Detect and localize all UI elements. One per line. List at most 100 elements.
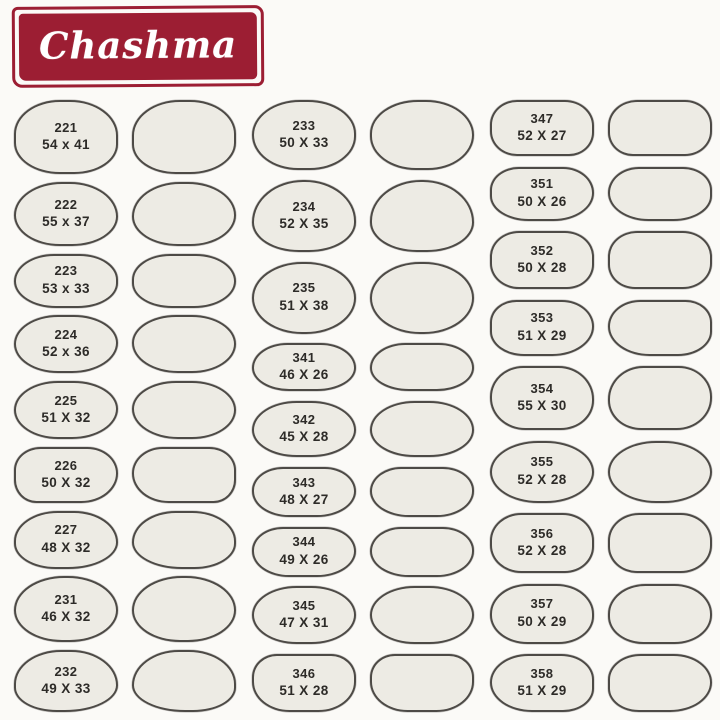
lens-model-number: 227: [54, 522, 78, 538]
lens-354-labeled: 354 55 X 30: [490, 366, 594, 430]
lens-352-labeled: 352 50 X 28: [490, 231, 594, 289]
lens-231-labeled: 231 46 X 32: [14, 576, 118, 643]
lens-model-number: 221: [54, 119, 78, 135]
lens-pair-341: 341 46 X 26: [252, 343, 474, 392]
lens-225-labeled: 225 51 X 32: [14, 381, 118, 439]
lens-353-labeled: 353 51 X 29: [490, 299, 594, 356]
lens-dimensions: 53 x 33: [42, 280, 90, 296]
lens-235-labeled: 235 51 X 38: [252, 261, 356, 334]
lens-model-number: 345: [292, 598, 316, 614]
lens-model-number: 342: [292, 411, 316, 427]
brand-logo: Chashma: [18, 12, 258, 81]
lens-pair-358: 358 51 X 29: [490, 654, 712, 712]
lens-model-number: 358: [530, 665, 554, 681]
lens-model-number: 357: [530, 596, 554, 612]
lens-356-blank: [608, 513, 712, 573]
lens-227-blank: [132, 510, 236, 569]
lens-dimensions: 49 X 26: [279, 551, 329, 567]
lens-dimensions: 55 X 30: [517, 398, 567, 414]
lens-model-number: 346: [292, 665, 316, 681]
lens-345-labeled: 345 47 X 31: [252, 586, 356, 645]
lens-dimensions: 50 X 32: [41, 474, 91, 490]
lens-355-labeled: 355 52 X 28: [490, 440, 594, 503]
lens-dimensions: 47 X 31: [279, 615, 329, 631]
lens-grid: 221 54 x 41 222 55 x 37 223 53 x 33 224 52 x 36…: [14, 100, 712, 712]
lens-pair-354: 354 55 X 30: [490, 366, 712, 430]
lens-dimensions: 45 X 28: [279, 429, 329, 445]
lens-model-number: 222: [54, 196, 78, 212]
lens-dimensions: 52 x 36: [42, 344, 90, 360]
lens-358-blank: [608, 654, 712, 712]
lens-pair-347: 347 52 X 27: [490, 100, 712, 156]
lens-model-number: 234: [292, 198, 316, 214]
lens-344-blank: [370, 526, 474, 577]
lens-model-number: 351: [530, 176, 554, 192]
lens-model-number: 355: [530, 454, 554, 470]
lens-233-blank: [370, 100, 474, 170]
lens-dimensions: 50 X 33: [279, 135, 329, 151]
lens-356-labeled: 356 52 X 28: [490, 513, 594, 573]
lens-234-blank: [370, 179, 474, 252]
lens-dimensions: 50 X 28: [517, 260, 567, 276]
lens-235-blank: [370, 261, 474, 334]
lens-223-blank: [132, 253, 236, 308]
lens-dimensions: 51 X 28: [279, 683, 329, 699]
lens-222-labeled: 222 55 x 37: [14, 181, 118, 246]
lens-dimensions: 51 X 29: [517, 327, 567, 343]
lens-dimensions: 55 x 37: [42, 213, 90, 229]
lens-dimensions: 46 X 26: [279, 367, 329, 383]
lens-pair-234: 234 52 X 35: [252, 179, 474, 252]
lens-pair-226: 226 50 X 32: [14, 446, 236, 503]
lens-347-labeled: 347 52 X 27: [490, 100, 594, 156]
lens-233-labeled: 233 50 X 33: [252, 100, 356, 170]
lens-347-blank: [608, 100, 712, 156]
lens-model-number: 226: [54, 457, 78, 473]
lens-351-blank: [608, 166, 712, 221]
lens-225-blank: [132, 381, 236, 439]
lens-pair-357: 357 50 X 29: [490, 583, 712, 644]
lens-221-labeled: 221 54 x 41: [14, 100, 118, 174]
lens-column-2: 233 50 X 33 234 52 X 35 235 51 X 38 341 46 X 26…: [252, 100, 474, 712]
lens-341-blank: [370, 343, 474, 392]
lens-dimensions: 52 X 28: [517, 471, 567, 487]
lens-355-blank: [608, 440, 712, 503]
lens-model-number: 232: [54, 663, 78, 679]
lens-model-number: 233: [292, 117, 316, 133]
lens-pair-345: 345 47 X 31: [252, 586, 474, 645]
lens-226-labeled: 226 50 X 32: [14, 446, 118, 503]
lens-343-labeled: 343 48 X 27: [252, 466, 356, 517]
lens-dimensions: 52 X 27: [517, 128, 567, 144]
lens-232-blank: [132, 650, 236, 712]
lens-column-3: 347 52 X 27 351 50 X 26 352 50 X 28 353 51 X 29…: [490, 100, 712, 712]
lens-dimensions: 46 X 32: [41, 609, 91, 625]
lens-dimensions: 51 X 29: [517, 683, 567, 699]
lens-pair-231: 231 46 X 32: [14, 576, 236, 643]
lens-342-blank: [370, 401, 474, 457]
lens-model-number: 356: [530, 525, 554, 541]
lens-dimensions: 49 X 33: [41, 681, 91, 697]
lens-pair-233: 233 50 X 33: [252, 100, 474, 170]
lens-dimensions: 52 X 28: [517, 543, 567, 559]
lens-223-labeled: 223 53 x 33: [14, 253, 118, 308]
lens-dimensions: 50 X 26: [517, 193, 567, 209]
lens-pair-355: 355 52 X 28: [490, 440, 712, 503]
lens-model-number: 235: [292, 280, 316, 296]
lens-346-blank: [370, 654, 474, 712]
lens-model-number: 224: [54, 327, 78, 343]
lens-pair-232: 232 49 X 33: [14, 650, 236, 712]
lens-model-number: 352: [530, 242, 554, 258]
lens-353-blank: [608, 299, 712, 356]
lens-357-blank: [608, 583, 712, 644]
lens-model-number: 231: [54, 592, 78, 608]
lens-221-blank: [132, 100, 236, 174]
lens-226-blank: [132, 446, 236, 503]
lens-358-labeled: 358 51 X 29: [490, 654, 594, 712]
lens-pair-342: 342 45 X 28: [252, 401, 474, 457]
lens-pair-227: 227 48 X 32: [14, 510, 236, 569]
lens-pair-343: 343 48 X 27: [252, 466, 474, 517]
lens-343-blank: [370, 466, 474, 517]
lens-341-labeled: 341 46 X 26: [252, 343, 356, 392]
lens-pair-352: 352 50 X 28: [490, 231, 712, 289]
lens-pair-356: 356 52 X 28: [490, 513, 712, 573]
lens-column-1: 221 54 x 41 222 55 x 37 223 53 x 33 224 52 x 36…: [14, 100, 236, 712]
